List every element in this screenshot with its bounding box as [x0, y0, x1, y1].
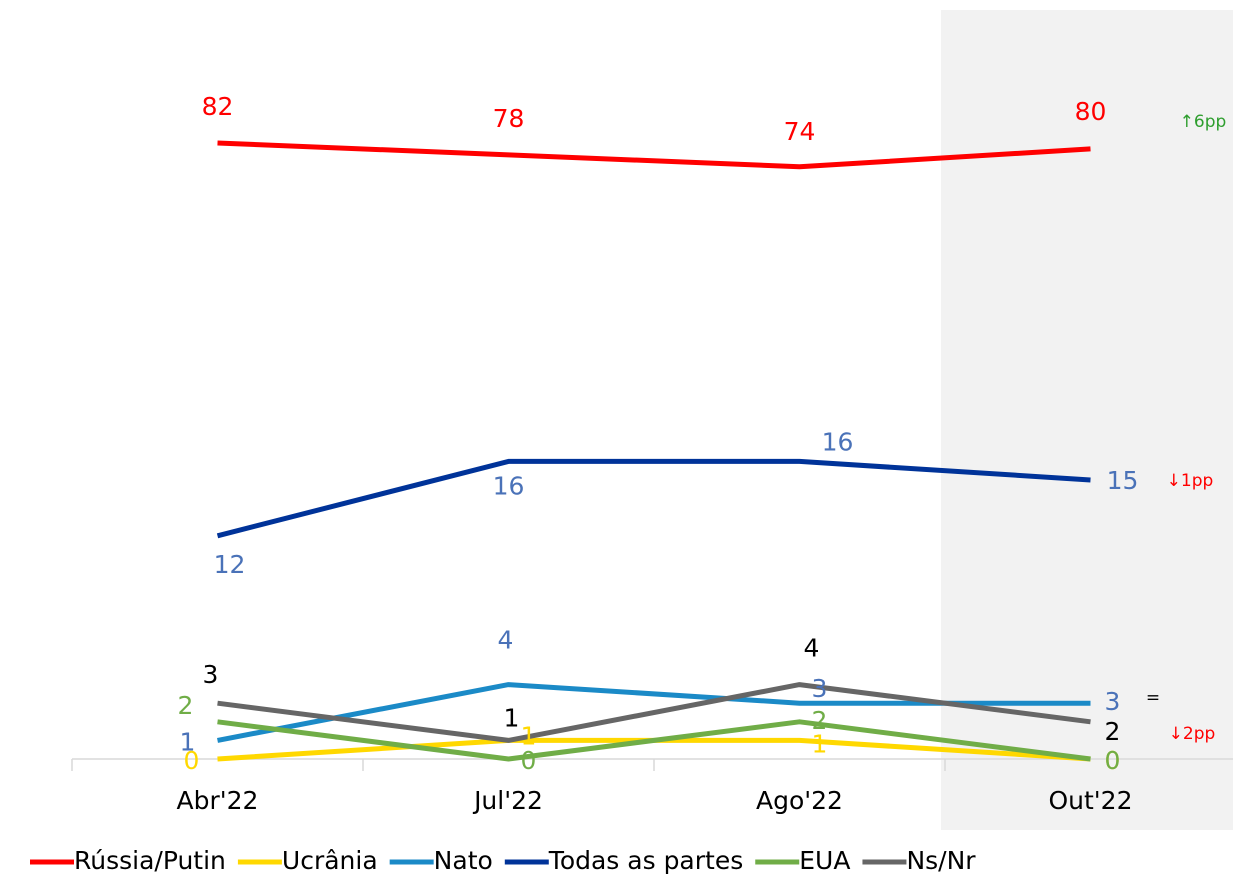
- series-line: [217, 682, 1091, 743]
- x-tick-label: Out'22: [1048, 786, 1132, 815]
- data-label: 1: [521, 721, 537, 750]
- series-line: [216, 458, 1091, 539]
- x-tick-label: Ago'22: [756, 786, 843, 815]
- data-label: 1: [504, 703, 520, 732]
- legend-label: Nato: [434, 846, 493, 875]
- data-label: 12: [214, 550, 246, 579]
- legend-label: EUA: [799, 846, 850, 875]
- data-label: 0: [521, 746, 537, 775]
- data-label: 80: [1075, 97, 1107, 126]
- annotation: ↑6pp: [1180, 112, 1227, 132]
- data-label: 82: [202, 92, 234, 121]
- annotation: ↓2pp: [1169, 724, 1216, 744]
- x-tick-label: Jul'22: [472, 786, 543, 815]
- data-label: 2: [1105, 717, 1121, 746]
- data-label: 4: [498, 626, 514, 655]
- data-label: 0: [1105, 746, 1121, 775]
- data-label: 2: [812, 706, 828, 735]
- legend-label: Ns/Nr: [906, 846, 976, 875]
- x-tick-label: Abr'22: [177, 786, 259, 815]
- legend-label: Ucrânia: [282, 846, 378, 875]
- annotation: =: [1146, 688, 1160, 708]
- series-line: [217, 140, 1091, 170]
- data-label: 3: [812, 674, 828, 703]
- legend-label: Rússia/Putin: [74, 846, 226, 875]
- series-line: [217, 719, 1091, 762]
- data-label: 78: [493, 104, 525, 133]
- data-label: 1: [812, 729, 828, 758]
- data-label: 3: [203, 660, 219, 689]
- data-label: 0: [184, 746, 200, 775]
- data-label: 4: [804, 634, 820, 663]
- data-label: 2: [178, 691, 194, 720]
- data-label: 74: [784, 117, 816, 146]
- legend-label: Todas as partes: [548, 846, 743, 875]
- annotation: ↓1pp: [1167, 471, 1214, 491]
- data-label: 16: [493, 471, 525, 500]
- data-label: 16: [822, 427, 854, 456]
- data-label: 0: [1105, 746, 1121, 775]
- data-label: 3: [1105, 687, 1121, 716]
- data-label: 1: [180, 727, 196, 756]
- data-label: 15: [1107, 466, 1139, 495]
